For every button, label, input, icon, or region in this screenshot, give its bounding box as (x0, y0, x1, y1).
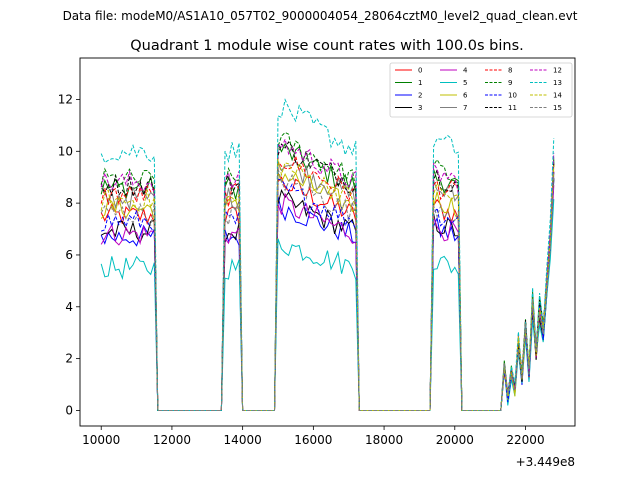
series-line-10 (101, 172, 555, 411)
legend-label-11: 11 (508, 104, 517, 112)
legend-label-2: 2 (418, 92, 422, 100)
x-tick-label: 14000 (224, 433, 262, 447)
x-tick-label: 12000 (153, 433, 191, 447)
legend-box (389, 62, 573, 118)
y-axis: 0 2 4 6 8 10 12 (58, 92, 80, 417)
legend-label-13: 13 (553, 79, 562, 87)
x-offset-label: +3.449e8 (516, 455, 575, 469)
x-tick-label: 16000 (294, 433, 332, 447)
legend-label-8: 8 (508, 67, 512, 75)
legend-label-12: 12 (553, 67, 562, 75)
series-line-15 (100, 168, 555, 411)
chart-title: Quadrant 1 module wise count rates with … (130, 38, 524, 54)
legend-label-7: 7 (463, 104, 467, 112)
legend-label-9: 9 (508, 79, 512, 87)
series-line-7 (100, 157, 555, 411)
series-line-11 (100, 141, 555, 411)
x-tick-label: 20000 (436, 433, 474, 447)
legend-label-4: 4 (463, 67, 468, 75)
y-tick-label: 4 (65, 300, 73, 314)
legend-label-1: 1 (418, 79, 422, 87)
plot-area-frame (79, 57, 576, 427)
series-line-4 (100, 185, 555, 411)
x-tick-label: 10000 (82, 433, 120, 447)
legend-label-14: 14 (553, 92, 562, 100)
x-axis: 10000 12000 14000 16000 18000 20000 22000 (82, 426, 545, 447)
series-line-3 (100, 177, 555, 411)
y-tick-label: 6 (65, 248, 73, 262)
series-line-13 (100, 98, 555, 411)
y-tick-label: 2 (65, 352, 73, 366)
y-tick-label: 0 (65, 403, 73, 417)
x-tick-label: 22000 (506, 433, 544, 447)
series-line-5 (100, 199, 555, 411)
series-line-14 (100, 158, 555, 411)
series-line-9 (100, 131, 555, 411)
series-line-12 (100, 137, 555, 411)
series-layer (100, 98, 555, 411)
y-tick-label: 10 (58, 144, 73, 158)
x-tick-label: 18000 (365, 433, 403, 447)
y-tick-label: 8 (65, 196, 73, 210)
legend-label-15: 15 (553, 104, 562, 112)
legend-label-10: 10 (508, 92, 517, 100)
legend-label-0: 0 (418, 67, 422, 75)
legend-label-5: 5 (463, 79, 467, 87)
legend-label-3: 3 (418, 104, 422, 112)
legend-label-6: 6 (463, 92, 468, 100)
series-line-0 (100, 171, 555, 411)
series-line-6 (100, 164, 555, 411)
y-tick-label: 12 (58, 92, 73, 106)
figure-suptitle: Data file: modeM0/AS1A10_057T02_90000040… (63, 9, 578, 23)
